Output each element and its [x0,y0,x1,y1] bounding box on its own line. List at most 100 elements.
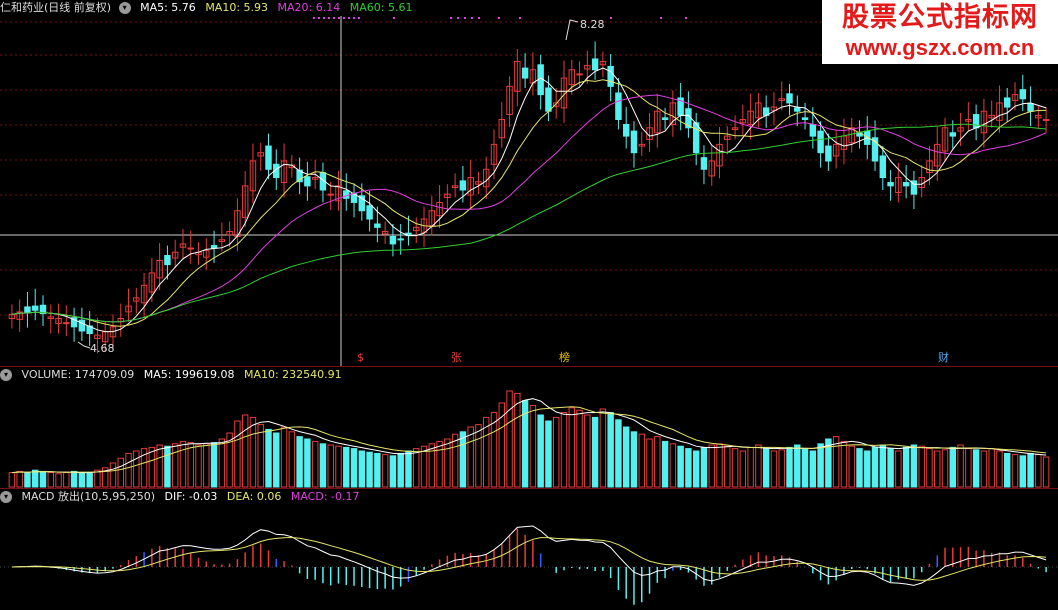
candle-body [179,243,187,248]
volume-bar [786,446,793,488]
volume-bar [887,448,894,488]
volume-bar [366,451,373,488]
volume-bar [420,445,428,488]
signal-dot [457,17,459,19]
candle-body [576,73,583,76]
candle-body [241,185,249,218]
volume-bar [537,414,544,488]
volume-chart[interactable] [0,367,1058,489]
volume-bar [296,436,303,488]
signal-dot [450,17,452,19]
candle-body [467,177,474,196]
candle-body [832,143,840,157]
volume-bar [599,408,607,488]
dif-label: DIF: -0.03 [164,490,218,503]
candle-body [226,230,233,236]
event-tag-cai[interactable]: 财 [938,351,949,364]
candle-body [63,322,70,325]
candle-body [273,163,280,179]
volume-bar [552,416,560,488]
candle-body [1019,89,1027,100]
volume-bar [1035,454,1042,488]
candle-body [475,181,482,185]
chevron-down-icon[interactable]: ▾ [0,491,12,503]
volume-bar [902,446,910,488]
ma20-label: MA20: 6.14 [277,1,341,14]
volume-bar [109,462,117,488]
candle-body [692,122,700,154]
candle-body [451,185,459,189]
volume-bar [576,409,583,488]
volume-bar [249,416,257,488]
candle-body [988,114,995,119]
event-tag-zhang[interactable]: 张 [451,351,462,364]
price-panel[interactable]: 仁和药业(日线 前复权) ▾ MA5: 5.76 MA10: 5.93 MA20… [0,0,1058,367]
volume-bar [350,448,358,488]
chevron-down-icon[interactable]: ▾ [0,369,12,381]
signal-dot [333,17,335,19]
chevron-down-icon[interactable]: ▾ [118,2,131,14]
volume-bar [801,448,809,488]
volume-bar [755,444,762,488]
signal-dot [358,17,360,19]
candle-body [1011,94,1019,101]
volume-bar [988,448,995,488]
volume-bar [210,442,218,488]
candlestick-chart[interactable] [0,0,1058,367]
volume-bar [926,448,933,488]
volume-bar [840,440,848,488]
signal-dot [660,17,662,19]
volume-bar [94,469,101,488]
candle-body [31,305,39,311]
volume-ma5-line [11,398,1047,474]
candle-body [304,176,311,187]
signal-dot [610,17,612,19]
volume-bar [327,444,334,488]
volume-bar [428,443,436,488]
candle-body [957,127,964,132]
candle-body [70,317,78,328]
volume-bar [545,420,552,488]
candle-body [55,318,62,325]
volume-bar [724,445,731,488]
volume-bar [156,444,163,488]
volume-ma10-line [11,406,1047,474]
candle-body [148,272,156,293]
volume-bar [1027,452,1034,488]
volume-bar [413,448,420,488]
macd-chart[interactable] [0,489,1058,610]
candle-body [848,127,855,144]
volume-bar [871,446,879,488]
signal-dot [353,17,355,19]
candle-body [1042,119,1050,122]
volume-bar [677,445,684,488]
volume-bar [304,438,311,488]
candle-body [311,177,319,180]
volume-bar [630,431,638,488]
candle-body [545,87,552,112]
event-tag-bang[interactable]: 榜 [559,351,570,364]
candle-body [358,195,366,212]
candle-body [444,193,451,198]
candle-body [560,77,568,109]
candle-body [381,230,389,235]
volume-bar [809,450,817,488]
volume-bar [506,390,513,488]
high-price-pointer [565,19,579,41]
signal-dot [685,17,687,19]
candle-body [568,69,575,86]
volume-bar [78,472,86,488]
volume-bar [164,445,171,488]
candle-body [591,58,599,71]
candle-body [794,107,801,112]
event-tag-dollar[interactable]: $ [357,351,364,364]
volume-bar [436,440,443,488]
volume-panel[interactable]: ▾ VOLUME: 174709.09 MA5: 199619.08 MA10:… [0,367,1058,489]
volume-bar [934,450,941,488]
candle-body [156,259,163,279]
candle-body [724,135,731,140]
watermark-logo: 股票公式指标网 www.gszx.com.cn [822,0,1058,64]
signal-dot [519,17,521,19]
volume-bar [560,412,568,488]
macd-panel[interactable]: ▾ MACD 放出(10,5,95,250) DIF: -0.03 DEA: 0… [0,489,1058,610]
